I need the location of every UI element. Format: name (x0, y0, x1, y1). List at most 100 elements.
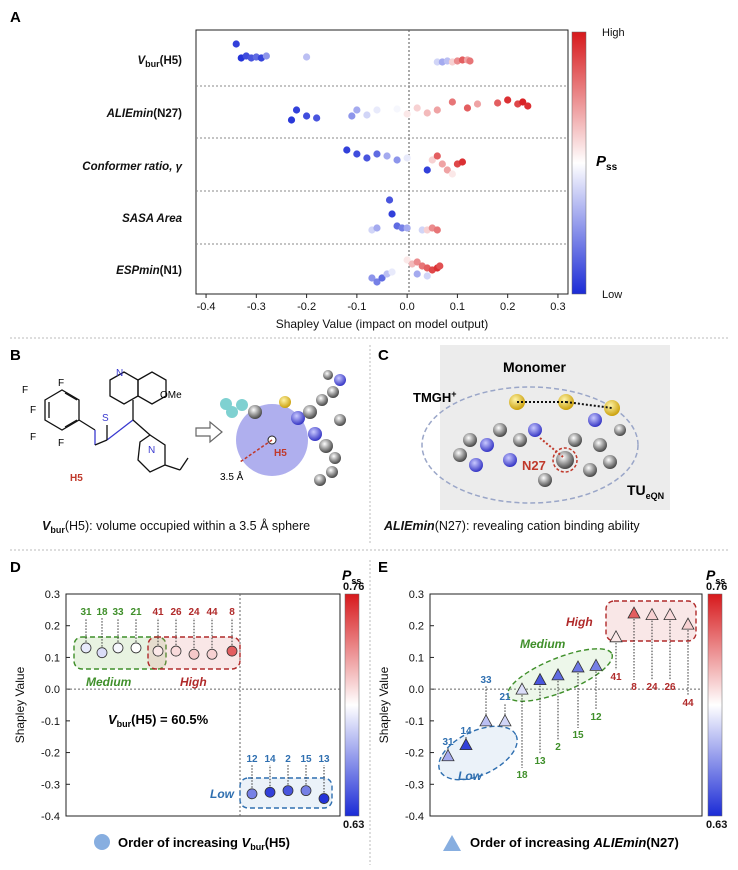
shap-point (313, 114, 321, 122)
y-tick-label: -0.4 (405, 811, 424, 823)
y-tick-label: -0.2 (405, 748, 424, 760)
x-tick-label: 0.2 (500, 301, 515, 313)
shap-point (388, 210, 396, 218)
shap-point (443, 166, 451, 174)
panel-letter-d: D (10, 559, 21, 576)
group-box-medium (73, 636, 167, 670)
point-label: 21 (499, 692, 511, 703)
group-box-low (438, 725, 518, 781)
data-point (681, 617, 695, 630)
legend-marker-e (443, 835, 461, 851)
shap-point (524, 102, 532, 110)
point-label: 12 (246, 754, 258, 765)
y-tick-label: 0.2 (45, 621, 60, 633)
data-point (112, 642, 124, 654)
plot-frame-a (195, 29, 569, 295)
point-label: 31 (442, 737, 454, 748)
shap-point (423, 272, 431, 280)
feature-label-sasa: SASA Area (122, 213, 182, 225)
x-tick-label: -0.2 (297, 301, 316, 313)
point-label: 31 (80, 607, 92, 618)
shap-point (466, 57, 474, 65)
fluoro-label-4: F (30, 432, 36, 443)
y-axis-label-e: Shapley Value (377, 666, 391, 743)
y-tick-label: 0.0 (409, 684, 424, 696)
quinuclidine-n-label: N (148, 445, 155, 456)
shap-point (353, 106, 361, 114)
data-point (645, 607, 659, 621)
shapley-vbur-chart: 0.3 0.2 0.1 0.0 -0.1 -0.2 -0.3 -0.4 Medium High L… (13, 567, 364, 852)
data-point (300, 785, 312, 797)
colorbar-high-label: High (602, 27, 625, 39)
h5-label-left: H5 (70, 473, 83, 484)
shap-point (438, 160, 446, 168)
panel-letter-a: A (10, 9, 21, 26)
colorbar-title-d: Pss (342, 567, 361, 586)
y-tick-label: 0.3 (409, 589, 424, 601)
shap-point (458, 56, 467, 64)
n27-label: N27 (522, 458, 546, 473)
shap-point (393, 105, 401, 113)
data-point (498, 714, 512, 727)
colorbar-max-e: 0.76 (706, 581, 727, 593)
feature-label-aliemin: ALIEmin(N27) (106, 108, 183, 120)
point-label: 41 (152, 607, 164, 618)
point-label: 14 (460, 726, 472, 737)
x-tick-label: -0.1 (347, 301, 366, 313)
shap-point (373, 278, 381, 286)
3d-molecule-model (220, 370, 346, 486)
caption-c: ALIEmin(N27): revealing cation binding a… (383, 519, 640, 533)
point-label: 21 (130, 607, 142, 618)
shap-point (363, 154, 371, 162)
group-label-low: Low (210, 787, 235, 801)
caption-b: Vbur(H5): volume occupied within a 3.5 Å… (42, 518, 310, 535)
fluoro-label-5: F (58, 438, 64, 449)
shap-point (413, 222, 421, 230)
shap-point (433, 152, 441, 160)
point-label: 12 (590, 712, 602, 723)
data-point (571, 660, 585, 673)
panel-b-structure: F F F F F S N OMe N H5 H5 3.5 Å Vbur(H5)… (22, 368, 346, 535)
tmgh-label: TMGH+ (413, 389, 457, 405)
shap-point (262, 52, 270, 60)
x-axis-label-a: Shapley Value (impact on model output) (276, 317, 489, 331)
shap-point (458, 158, 467, 166)
x-tick-label: 0.3 (550, 301, 565, 313)
shap-point (383, 109, 391, 117)
radius-label: 3.5 Å (220, 470, 244, 483)
x-tick-label: -0.4 (197, 301, 216, 313)
shap-point (413, 104, 421, 112)
monomer-label: Monomer (503, 359, 567, 375)
shap-point (448, 98, 456, 106)
colorbar-title-e: Pss (706, 567, 725, 586)
panel-letter-c: C (378, 347, 389, 364)
panel-letter-e: E (378, 559, 388, 576)
plot-frame-d (65, 593, 341, 817)
3d-complex-model (453, 394, 626, 487)
shap-point (463, 104, 472, 112)
data-point (551, 668, 565, 681)
point-label: 24 (646, 682, 658, 693)
point-label: 26 (664, 682, 676, 693)
shap-point (287, 116, 296, 124)
point-label: 41 (610, 672, 622, 683)
point-label: 26 (170, 607, 182, 618)
point-label: 18 (96, 607, 108, 618)
y-axis-label-d: Shapley Value (13, 666, 27, 743)
shap-point (393, 156, 401, 164)
point-label: 8 (631, 682, 637, 693)
legend-d: Order of increasing Vbur(H5) (118, 835, 290, 852)
colorbar-d (344, 593, 360, 817)
panel-c-structure: Monomer TMGH+ N27 TUeQN ALIEmin(N27): re… (383, 345, 670, 533)
transform-arrow (195, 420, 223, 444)
fluoro-labels: F (22, 385, 28, 396)
feature-label-conformer: Conformer ratio, γ (82, 161, 182, 173)
shap-point (368, 274, 376, 282)
shap-point (353, 150, 361, 158)
group-label-medium: Medium (86, 675, 132, 689)
h5-label-3d: H5 (274, 448, 287, 459)
point-label: 2 (285, 754, 291, 765)
colorbar-title-a: Pss (596, 153, 618, 173)
sulfur-label: S (102, 413, 109, 424)
